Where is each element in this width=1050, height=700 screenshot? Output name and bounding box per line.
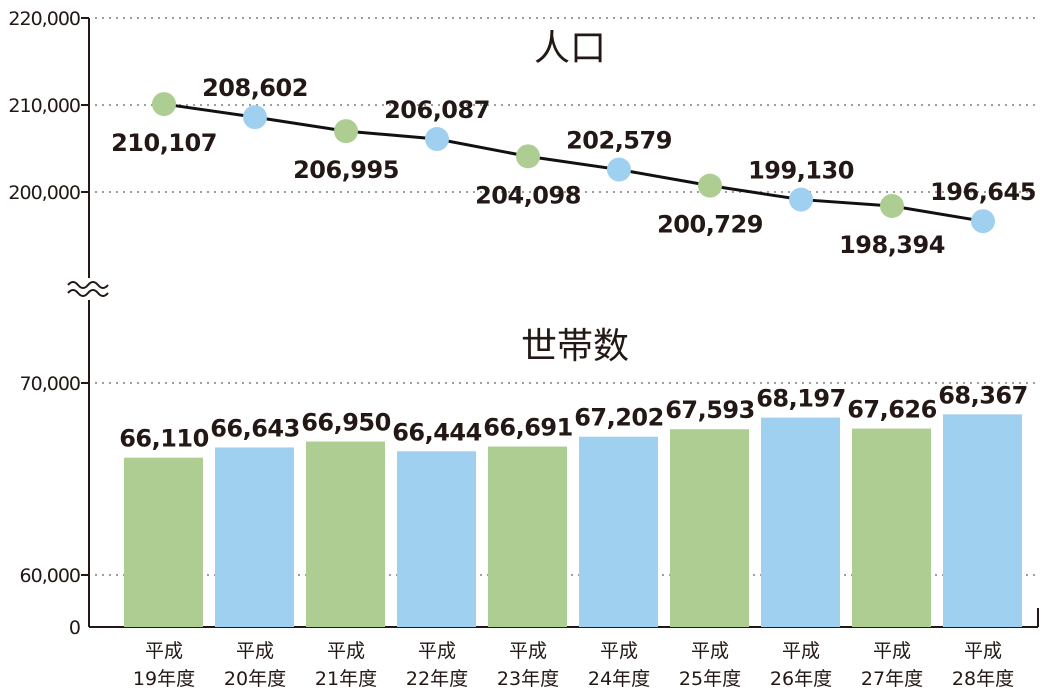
bar-value-label: 66,691 <box>483 414 573 442</box>
population-value-label: 206,087 <box>384 96 490 124</box>
population-value-label: 198,394 <box>839 231 945 259</box>
bar-value-label: 66,950 <box>301 409 391 437</box>
population-point <box>971 209 995 234</box>
population-value-label: 202,579 <box>566 127 672 155</box>
x-category-label: 26年度 <box>770 668 832 690</box>
population-point <box>698 173 722 198</box>
x-category-label: 平成 <box>600 640 638 662</box>
bar-value-label: 68,367 <box>938 381 1028 409</box>
population-value-label: 210,107 <box>111 129 217 157</box>
x-category-label: 平成 <box>873 640 911 662</box>
bar <box>124 457 203 627</box>
bar-value-label: 67,626 <box>847 396 937 424</box>
x-category-label: 平成 <box>691 640 729 662</box>
bar-value-label: 67,202 <box>574 404 664 432</box>
bar <box>215 447 294 627</box>
population-value-label: 199,130 <box>748 157 854 185</box>
y-tick-label: 0 <box>69 617 80 639</box>
x-category-label: 平成 <box>236 640 274 662</box>
population-title: 人口 <box>534 28 606 69</box>
population-point <box>516 144 540 169</box>
bar <box>670 429 749 627</box>
bar <box>943 414 1022 627</box>
population-point <box>152 92 176 117</box>
y-tick-label: 200,000 <box>8 182 80 204</box>
population-point <box>880 193 904 218</box>
y-tick-label: 210,000 <box>8 95 80 117</box>
population-value-label: 200,729 <box>657 211 763 239</box>
x-category-label: 平成 <box>145 640 183 662</box>
bar-value-label: 66,110 <box>119 425 209 453</box>
x-category-label: 27年度 <box>861 668 923 690</box>
x-category-label: 平成 <box>509 640 547 662</box>
x-category-label: 平成 <box>327 640 365 662</box>
population-value-label: 196,645 <box>930 178 1036 206</box>
population-value-label: 208,602 <box>202 74 308 102</box>
bar <box>579 436 658 627</box>
bar <box>488 446 567 627</box>
population-line <box>163 102 984 223</box>
bar-value-label: 66,444 <box>392 418 482 446</box>
x-category-label: 24年度 <box>588 668 650 690</box>
population-point <box>243 105 267 130</box>
households-title: 世帯数 <box>521 326 629 367</box>
x-category-label: 20年度 <box>224 668 286 690</box>
population-point <box>607 157 631 182</box>
x-category-label: 平成 <box>782 640 820 662</box>
bar-value-label: 66,643 <box>210 414 300 442</box>
bar <box>306 441 385 627</box>
population-value-label: 206,995 <box>293 156 399 184</box>
bar <box>852 428 931 627</box>
y-tick-label: 70,000 <box>20 373 80 395</box>
bar-value-label: 68,197 <box>756 385 846 413</box>
x-category-label: 28年度 <box>952 668 1014 690</box>
bar <box>397 451 476 627</box>
y-tick-label: 220,000 <box>8 8 80 30</box>
bar <box>761 417 840 627</box>
x-category-label: 19年度 <box>133 668 195 690</box>
bar-value-label: 67,593 <box>665 396 755 424</box>
x-category-label: 22年度 <box>406 668 468 690</box>
population-point <box>425 127 449 152</box>
x-category-label: 平成 <box>964 640 1002 662</box>
axis-break-mark <box>67 289 109 297</box>
y-tick-label: 60,000 <box>20 565 80 587</box>
x-category-label: 21年度 <box>315 668 377 690</box>
axis-break-mark <box>67 281 109 289</box>
x-category-label: 25年度 <box>679 668 741 690</box>
x-category-label: 平成 <box>418 640 456 662</box>
x-category-label: 23年度 <box>497 668 559 690</box>
population-point <box>789 187 813 212</box>
population-value-label: 204,098 <box>475 181 581 209</box>
population-point <box>334 119 358 144</box>
